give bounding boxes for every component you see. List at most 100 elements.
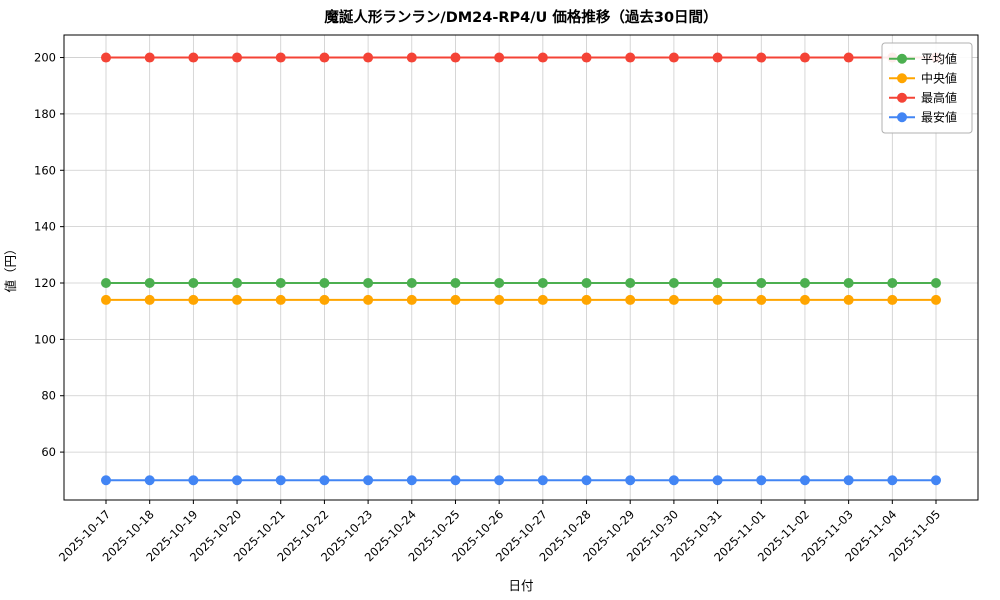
y-tick-label: 200 [34, 51, 56, 65]
chart-title: 魔誕人形ランラン/DM24-RP4/U 価格推移（過去30日間） [324, 8, 717, 26]
data-point [843, 294, 854, 305]
data-point [101, 52, 111, 63]
y-tick-label: 80 [41, 389, 56, 403]
data-point [931, 475, 941, 486]
data-point [756, 52, 767, 63]
data-point [101, 278, 111, 288]
data-point [363, 52, 374, 63]
data-point [406, 52, 417, 63]
data-point [188, 52, 199, 63]
data-point [799, 475, 810, 486]
data-point [668, 52, 679, 63]
data-point [668, 475, 679, 486]
data-point [319, 475, 330, 486]
data-point [144, 475, 155, 486]
data-point [101, 475, 111, 486]
data-point [799, 278, 810, 288]
legend-label: 最高値 [921, 90, 957, 105]
data-point [494, 278, 505, 288]
data-point [887, 278, 898, 288]
data-point [712, 52, 723, 63]
data-point [232, 52, 243, 63]
data-point [101, 294, 111, 305]
series-最安値 [101, 475, 941, 486]
data-point [450, 475, 461, 486]
data-point [625, 278, 636, 288]
data-point [843, 52, 854, 63]
legend-label: 中央値 [921, 70, 957, 85]
x-axis: 2025-10-172025-10-182025-10-192025-10-20… [56, 500, 943, 564]
data-point [494, 294, 505, 305]
data-point [188, 475, 199, 486]
legend-marker-dot [897, 53, 907, 64]
data-point [625, 294, 636, 305]
data-point [232, 278, 243, 288]
y-tick-label: 160 [34, 163, 56, 177]
data-point [144, 278, 155, 288]
data-point [887, 475, 898, 486]
legend-marker-dot [897, 112, 907, 123]
data-point [144, 52, 155, 63]
data-point [625, 52, 636, 63]
plot-border [63, 34, 979, 501]
data-point [144, 294, 155, 305]
data-point [581, 52, 592, 63]
legend-label: 平均値 [921, 51, 957, 66]
series-最高値 [101, 52, 941, 63]
y-axis: 60 80 100 120 140 160 180 200 [34, 51, 64, 459]
data-point [537, 294, 548, 305]
data-point [450, 294, 461, 305]
data-point [406, 278, 417, 288]
data-point [363, 278, 374, 288]
data-point [319, 294, 330, 305]
data-point [275, 475, 286, 486]
data-point [537, 475, 548, 486]
data-point [712, 475, 723, 486]
data-point [232, 294, 243, 305]
data-point [581, 475, 592, 486]
data-point [363, 294, 374, 305]
data-point [275, 294, 286, 305]
legend-marker-dot [897, 73, 907, 84]
y-tick-label: 120 [34, 276, 56, 290]
data-point [712, 294, 723, 305]
data-point [319, 278, 330, 288]
y-tick-label: 100 [34, 332, 56, 346]
data-point [232, 475, 243, 486]
data-point [537, 278, 548, 288]
data-point [756, 294, 767, 305]
data-point [450, 278, 461, 288]
data-point [363, 475, 374, 486]
data-point [581, 278, 592, 288]
data-point [625, 475, 636, 486]
data-point [712, 278, 723, 288]
series-中央値 [101, 294, 941, 305]
y-axis-label: 値（円） [3, 242, 18, 292]
data-point [537, 52, 548, 63]
data-point [931, 278, 941, 288]
data-point [931, 294, 941, 305]
data-point [275, 52, 286, 63]
data-point [843, 278, 854, 288]
y-tick-label: 180 [34, 107, 56, 121]
data-point [668, 294, 679, 305]
series-平均値 [101, 278, 941, 288]
grid-lines [64, 35, 978, 500]
data-point [406, 475, 417, 486]
x-axis-label: 日付 [508, 578, 533, 593]
data-point [799, 294, 810, 305]
data-point [887, 294, 898, 305]
data-point [668, 278, 679, 288]
data-point [319, 52, 330, 63]
legend-box [881, 42, 973, 134]
data-point [188, 294, 199, 305]
data-point [188, 278, 199, 288]
data-point [581, 294, 592, 305]
data-point [799, 52, 810, 63]
y-tick-label: 60 [41, 445, 56, 459]
data-point [494, 52, 505, 63]
y-tick-label: 140 [34, 220, 56, 234]
